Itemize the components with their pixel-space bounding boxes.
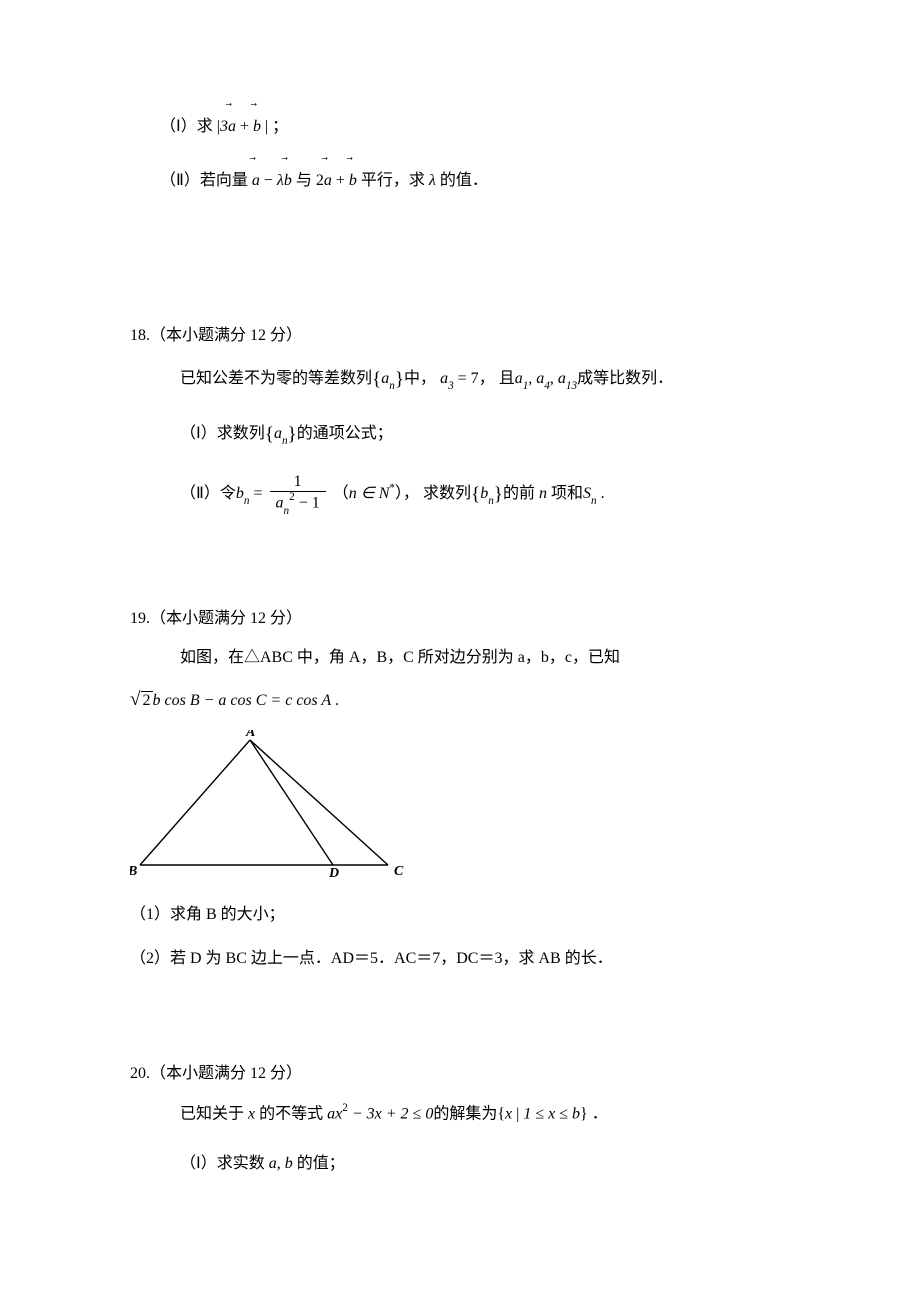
q18-fraction: 1an2 − 1 bbox=[270, 473, 326, 516]
q17-p1-label: （Ⅰ）求 | bbox=[160, 118, 220, 135]
vec-arrow-icon: ⃗ bbox=[324, 157, 332, 170]
q19-equation: √2b cos B − a cos C = c cos A . bbox=[130, 685, 920, 716]
svg-text:D: D bbox=[328, 866, 339, 880]
q19-heading: 19.（本小题满分 12 分） bbox=[130, 606, 920, 632]
q17-p2-vec-a2: ⃗a bbox=[324, 168, 332, 194]
q19-part2: （2）若 D 为 BC 边上一点．AD＝5．AC＝7，DC＝3，求 AB 的长． bbox=[130, 946, 920, 972]
q17-p2-vec-b: ⃗b bbox=[284, 168, 292, 194]
q20-intro: 已知关于 x 的不等式 ax2 − 3x + 2 ≤ 0的解集为{x | 1 ≤… bbox=[130, 1101, 920, 1127]
vec-arrow-icon: ⃗ bbox=[253, 103, 261, 116]
q18-part2: （Ⅱ）令bn = 1an2 − 1 （n ∈ N*）， 求数列{bn}的前 n … bbox=[130, 473, 920, 516]
q18-heading: 18.（本小题满分 12 分） bbox=[130, 323, 920, 349]
triangle-svg: A B C D bbox=[130, 730, 410, 880]
q19-part1: （1）求角 B 的大小； bbox=[130, 902, 920, 928]
sqrt2: √2 bbox=[130, 685, 153, 716]
q17-part2: （Ⅱ）若向量 ⃗a − λ⃗b 与 2⃗a + ⃗b 平行，求 λ 的值． bbox=[130, 168, 920, 194]
vec-arrow-icon: ⃗ bbox=[284, 157, 292, 170]
vec-arrow-icon: ⃗ bbox=[252, 157, 260, 170]
q17-p1-vec-a-wrap: ⃗a bbox=[228, 114, 236, 140]
q17-p1-3: 3 bbox=[220, 118, 228, 135]
set-an: {an} bbox=[372, 370, 404, 387]
set-bn: {bn} bbox=[471, 485, 503, 502]
svg-text:A: A bbox=[245, 730, 255, 740]
q17-p2-vec-a: ⃗a bbox=[252, 168, 260, 194]
vec-arrow-icon: ⃗ bbox=[228, 103, 236, 116]
svg-text:B: B bbox=[130, 864, 137, 879]
q19-triangle-diagram: A B C D bbox=[130, 730, 920, 889]
solution-set: {x | 1 ≤ x ≤ b} bbox=[497, 1105, 587, 1122]
vec-arrow-icon: ⃗ bbox=[349, 157, 357, 170]
svg-text:C: C bbox=[394, 864, 404, 879]
q19-intro: 如图，在△ABC 中，角 A，B，C 所对边分别为 a，b，c，已知 bbox=[130, 645, 920, 671]
q20-heading: 20.（本小题满分 12 分） bbox=[130, 1061, 920, 1087]
q18-part1: （Ⅰ）求数列{an}的通项公式； bbox=[130, 418, 920, 449]
set-an-2: {an} bbox=[265, 425, 297, 442]
q17-p1-vec-b-wrap: ⃗b bbox=[253, 114, 261, 140]
q17-part1: （Ⅰ）求 |3⃗a + ⃗b | ； bbox=[130, 114, 920, 140]
q18-intro: 已知公差不为零的等差数列{an}中， a3 = 7， 且a1, a4, a13成… bbox=[130, 363, 920, 394]
q17-p2-vec-b2: ⃗b bbox=[349, 168, 357, 194]
q20-part1: （Ⅰ）求实数 a, b 的值； bbox=[130, 1151, 920, 1177]
